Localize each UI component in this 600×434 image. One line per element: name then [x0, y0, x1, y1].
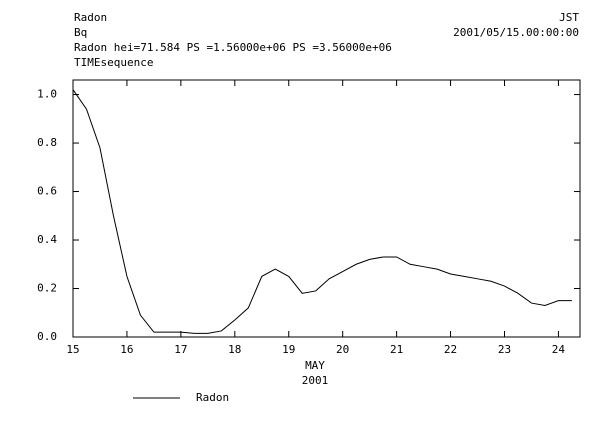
x-tick-label: 16: [120, 343, 133, 356]
y-tick-label: 0.0: [37, 330, 57, 343]
x-tick-label: 23: [498, 343, 511, 356]
x-axis-label: MAY: [305, 359, 325, 372]
plot-frame: [72, 79, 581, 338]
timezone: JST: [559, 11, 579, 24]
x-tick-label: 18: [228, 343, 241, 356]
y-tick-label: 0.2: [37, 282, 57, 295]
header-line: TIMEsequence: [74, 56, 153, 69]
y-tick-label: 0.8: [37, 136, 57, 149]
x-tick-label: 24: [552, 343, 566, 356]
x-tick-label: 17: [174, 343, 187, 356]
x-tick-label: 19: [282, 343, 295, 356]
data-line: [72, 89, 572, 334]
header-line: Bq: [74, 26, 87, 39]
y-tick-label: 1.0: [37, 88, 57, 101]
y-tick-label: 0.6: [37, 185, 57, 198]
header-line: Radon hei=71.584 PS =1.56000e+06 PS =3.5…: [74, 41, 392, 54]
x-axis-label: 2001: [302, 374, 329, 387]
timestamp: 2001/05/15.00:00:00: [453, 26, 579, 39]
legend-label: Radon: [196, 391, 229, 404]
x-tick-label: 15: [66, 343, 79, 356]
x-tick-label: 20: [336, 343, 349, 356]
y-tick-label: 0.4: [37, 233, 57, 246]
x-tick-label: 22: [444, 343, 457, 356]
x-tick-label: 21: [390, 343, 403, 356]
header-line: Radon: [74, 11, 107, 24]
